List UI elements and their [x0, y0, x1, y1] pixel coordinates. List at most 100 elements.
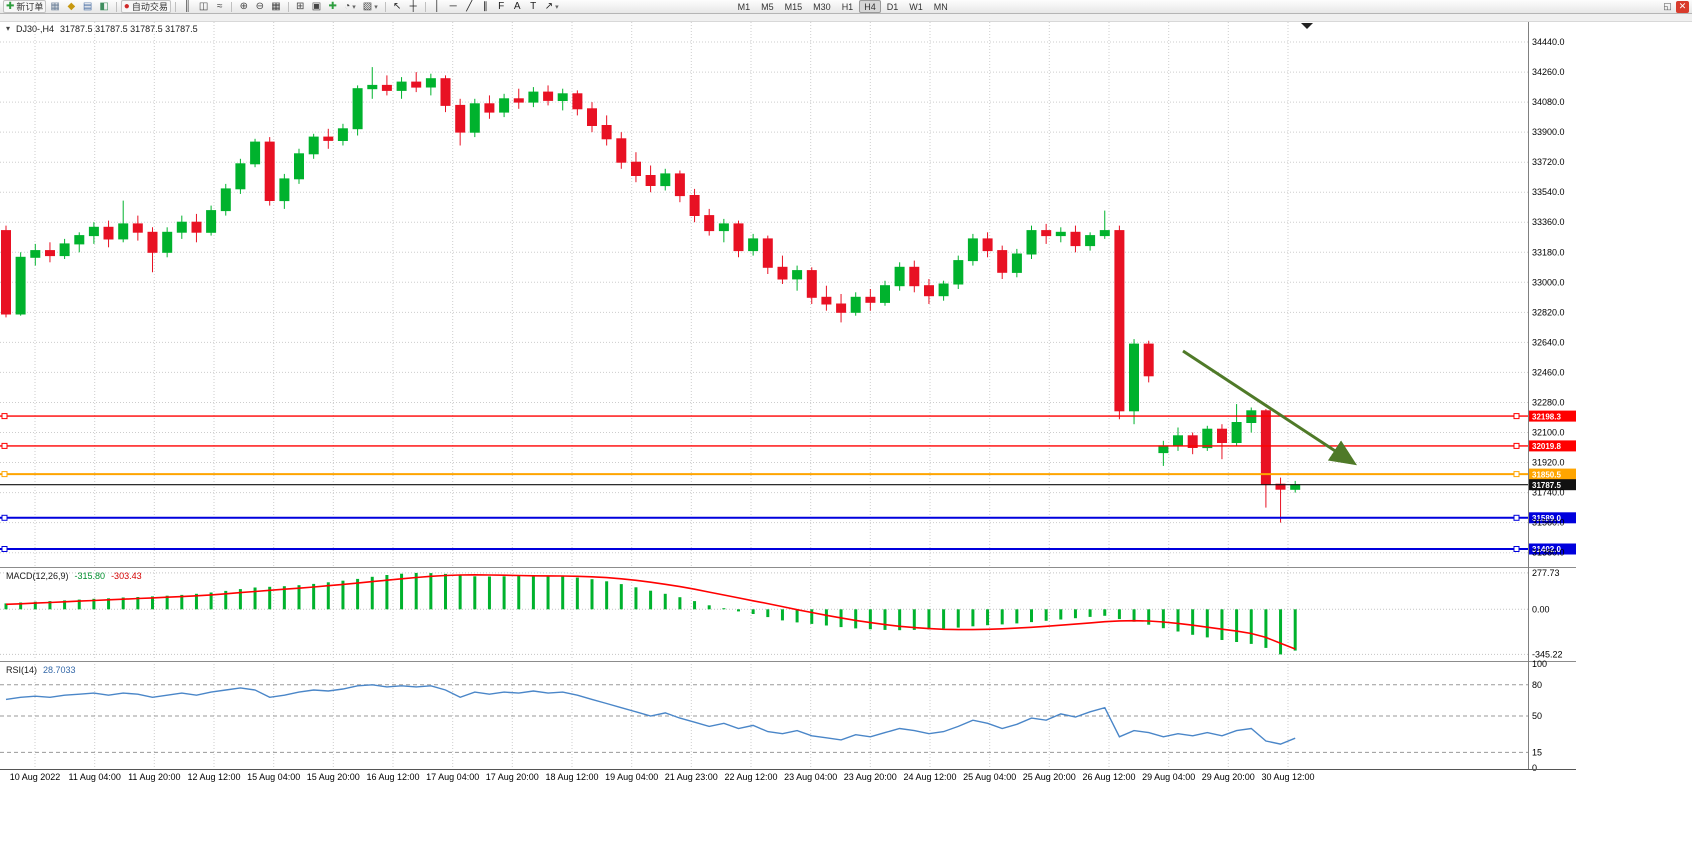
auto-arrange-button[interactable]: ⊞ [293, 0, 308, 13]
rsi-tick-label: 15 [1532, 747, 1542, 757]
fibonacci-button[interactable]: F [494, 0, 509, 13]
refresh-button[interactable]: ◧ [96, 0, 111, 13]
rsi-tick-label: 80 [1532, 680, 1542, 690]
toolbar-separator [115, 1, 117, 12]
timeframe-m1-button[interactable]: M1 [737, 1, 751, 12]
cursor-button[interactable]: ↖ [390, 0, 405, 13]
candle [1055, 231, 1066, 237]
line-handle[interactable] [1, 442, 8, 449]
autotrading-button-label: 自动交易 [131, 2, 168, 12]
time-axis-label: 22 Aug 12:00 [724, 772, 777, 782]
vertical-line-icon: │ [434, 0, 441, 12]
close-window-icon[interactable]: ✕ [1676, 0, 1689, 13]
new-order-button[interactable]: ✚ 新订单 [3, 0, 47, 13]
time-axis-label: 19 Aug 04:00 [605, 772, 658, 782]
axes[interactable]: 34440.0 34260.0 34080.0 33900.0 33720.0 33540… [0, 22, 1576, 782]
line-handle[interactable] [1, 471, 8, 478]
profiles-button[interactable]: ◆ [64, 0, 79, 13]
candle [645, 175, 656, 186]
candle [1011, 253, 1022, 273]
candle [557, 93, 568, 102]
chart-canvas[interactable]: 32198.3 32019.8 31850.5 31787.5 31589.0 31402… [0, 14, 1692, 840]
line-chart-button[interactable]: ≈ [212, 0, 227, 13]
toolbar-separator [424, 1, 426, 12]
timeframe-m15-button[interactable]: M15 [784, 1, 803, 12]
chart-shift-marker[interactable] [1301, 23, 1313, 29]
candle [821, 296, 832, 305]
vertical-line-button[interactable]: │ [430, 0, 445, 13]
candle [1026, 230, 1037, 255]
market-watch-icon: ▤ [82, 0, 93, 12]
line-handle[interactable] [1, 546, 8, 552]
line-handle[interactable] [1513, 442, 1520, 449]
new-order-chart-icon: ✚ [6, 0, 15, 12]
periods-button[interactable]: ◔ ▾ [341, 0, 359, 13]
timeframe-w1-button[interactable]: W1 [909, 1, 923, 12]
restore-window-icon[interactable]: ◱ [1663, 1, 1672, 11]
candle [367, 84, 378, 90]
candle [733, 223, 744, 252]
candle [103, 226, 114, 240]
equidistant-channel-button[interactable]: ∥ [478, 0, 493, 13]
zoom-in-button[interactable]: ⊕ [236, 0, 251, 13]
scroll-strip[interactable] [0, 14, 1692, 22]
symbol-dropdown-icon[interactable]: ▾ [6, 24, 11, 33]
text-label-button[interactable]: T [526, 0, 541, 13]
candle [45, 250, 55, 257]
candlestick-chart-button[interactable]: ◫ [196, 0, 211, 13]
candle [352, 88, 363, 130]
arrows-button[interactable]: ↗ ▾ [542, 0, 562, 13]
line-handle[interactable] [1513, 471, 1520, 478]
candle [865, 296, 876, 303]
rsi-tick-label: 100 [1532, 659, 1547, 669]
trendline-button[interactable]: ╱ [462, 0, 477, 13]
cascade-windows-button[interactable]: ▣ [309, 0, 324, 13]
add-indicator-button[interactable]: ✚ [325, 0, 340, 13]
line-handle[interactable] [1513, 413, 1520, 420]
zoom-out-button[interactable]: ⊖ [252, 0, 267, 13]
line-handle[interactable] [1, 413, 8, 420]
bar-chart-button[interactable]: ║ [180, 0, 195, 13]
horizontal-line-button[interactable]: ─ [446, 0, 461, 13]
candle [1202, 428, 1213, 449]
annotations[interactable] [1182, 23, 1358, 466]
fibonacci-icon: F [498, 0, 505, 12]
price-tick-label: 33180.0 [1532, 247, 1565, 257]
timeframe-m5-button[interactable]: M5 [761, 1, 774, 12]
candle [1143, 343, 1154, 377]
templates-button[interactable]: ▧ ▾ [360, 0, 381, 13]
profiles-icon: ◆ [67, 0, 76, 12]
time-axis-label: 12 Aug 12:00 [187, 772, 240, 782]
line-handle[interactable] [1513, 514, 1520, 521]
refresh-icon: ◧ [99, 0, 109, 12]
crosshair-button[interactable]: ┼ [406, 0, 421, 13]
text-button[interactable]: A [510, 0, 525, 13]
price-tick-label: 33540.0 [1532, 187, 1565, 197]
line-handle[interactable] [1513, 546, 1520, 552]
candle [894, 266, 905, 287]
tile-windows-button[interactable]: ▦ [268, 0, 283, 13]
tile-windows-icon: ▦ [271, 0, 281, 12]
price-axis-tag [1529, 410, 1576, 422]
charts-grid-button[interactable]: ▦ [47, 0, 62, 13]
price-axis-tag [1529, 543, 1576, 555]
chart-grid [0, 22, 1528, 768]
timeframe-h4-button[interactable]: H4 [859, 0, 881, 13]
toolbar-right-icons: ◱ ✕ [1661, 0, 1689, 13]
timeframe-d1-button[interactable]: D1 [886, 1, 899, 12]
timeframe-m30-button[interactable]: M30 [813, 1, 831, 12]
time-axis-label: 16 Aug 12:00 [366, 772, 419, 782]
timeframe-mn-button[interactable]: MN [933, 1, 948, 12]
autotrading-button[interactable]: ● 自动交易 [120, 0, 171, 13]
horizontal-level-lines[interactable]: 32198.3 32019.8 31850.5 31787.5 31589.0 31402… [0, 410, 1576, 555]
trend-arrow[interactable] [1182, 349, 1358, 466]
candle [953, 260, 964, 285]
market-watch-button[interactable]: ▤ [80, 0, 95, 13]
candle [323, 136, 334, 141]
timeframe-h1-button[interactable]: H1 [841, 1, 854, 12]
candle [294, 153, 304, 180]
toolbar-separator [384, 1, 386, 12]
time-axis-label: 29 Aug 20:00 [1202, 772, 1255, 782]
line-handle[interactable] [1, 514, 8, 521]
price-tick-label: 31740.0 [1532, 488, 1565, 498]
